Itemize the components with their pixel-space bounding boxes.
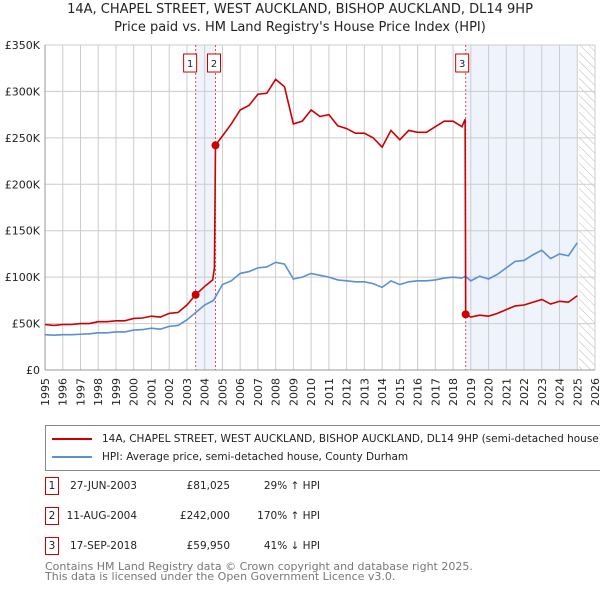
x-tick-label: 2021 [500, 378, 513, 406]
sale-price: £242,000 [179, 510, 230, 522]
sale-badge-label: 2 [211, 59, 217, 70]
x-tick-label: 2014 [376, 378, 389, 406]
x-tick-label: 2023 [536, 378, 549, 406]
x-tick-label: 2025 [571, 378, 584, 406]
x-tick-label: 2011 [323, 378, 336, 406]
x-tick-label: 2001 [145, 378, 158, 406]
y-tick-label: £300K [5, 85, 41, 98]
x-tick-label: 1997 [74, 378, 87, 406]
x-tick-label: 1996 [57, 378, 70, 406]
legend-item-property: 14A, CHAPEL STREET, WEST AUCKLAND, BISHO… [52, 431, 600, 447]
x-tick-label: 2019 [465, 378, 478, 406]
sale-hpi-diff: 41% ↓ HPI [263, 540, 320, 552]
legend: 14A, CHAPEL STREET, WEST AUCKLAND, BISHO… [45, 425, 600, 471]
y-tick-label: £100K [5, 271, 41, 284]
y-tick-label: £200K [5, 178, 41, 191]
future-hatch [579, 45, 595, 370]
footer-copyright: Contains HM Land Registry data © Crown c… [45, 560, 473, 573]
sale-price: £81,025 [186, 480, 230, 492]
footer-licence: This data is licensed under the Open Gov… [45, 570, 396, 583]
chart-subtitle: Price paid vs. HM Land Registry's House … [114, 20, 486, 35]
sale-badge: 3 [45, 537, 59, 555]
x-tick-label: 2012 [341, 378, 354, 406]
x-tick-label: 2005 [216, 378, 229, 406]
x-tick-label: 1998 [92, 378, 105, 406]
sale-badge: 1 [45, 477, 59, 495]
x-tick-label: 2016 [412, 378, 425, 406]
sale-badge-box [183, 53, 198, 73]
sale-badge: 2 [45, 507, 59, 525]
y-tick-label: £350K [5, 39, 41, 52]
x-tick-label: 1999 [110, 378, 123, 406]
x-tick-label: 1995 [39, 378, 52, 406]
y-tick-label: £50K [12, 318, 41, 331]
x-tick-label: 2026 [589, 378, 600, 406]
sale-point [461, 310, 470, 319]
sale-hpi-diff: 170% ↑ HPI [257, 510, 320, 522]
x-tick-label: 2004 [199, 378, 212, 406]
legend-label-property: 14A, CHAPEL STREET, WEST AUCKLAND, BISHO… [102, 433, 600, 445]
x-tick-label: 2024 [554, 378, 567, 406]
legend-label-hpi: HPI: Average price, semi-detached house,… [102, 451, 409, 463]
legend-item-hpi: HPI: Average price, semi-detached house,… [52, 449, 408, 465]
x-tick-label: 2020 [483, 378, 496, 406]
y-tick-label: £250K [5, 132, 41, 145]
plot-area: 1995 1996 1997 1998 1999 2000 2001 2002 2003 2004… [5, 39, 600, 406]
y-tick-label: £0 [26, 364, 40, 377]
sale-badge-box [207, 53, 221, 73]
property-price-line [44, 78, 578, 327]
x-tick-label: 2015 [394, 378, 407, 406]
x-tick-label: 2017 [429, 378, 442, 406]
sale-date: 11-AUG-2004 [66, 510, 137, 522]
x-tick-label: 2009 [287, 378, 300, 406]
x-tick-label: 2013 [358, 378, 371, 406]
shaded-period [465, 45, 578, 370]
sale-badge-label: 1 [187, 59, 193, 70]
x-tick-label: 2000 [128, 378, 141, 406]
y-tick-label: £150K [5, 225, 41, 238]
shaded-period [195, 45, 216, 370]
chart-title: 14A, CHAPEL STREET, WEST AUCKLAND, BISHO… [67, 2, 533, 17]
sale-badge-label: 3 [459, 59, 465, 70]
sale-point [191, 290, 200, 299]
x-tick-label: 2002 [163, 378, 176, 406]
hpi-line [44, 242, 578, 336]
x-tick-label: 2006 [234, 378, 247, 406]
sale-point [211, 141, 220, 150]
sale-price: £59,950 [186, 540, 230, 552]
legend-swatch-property [52, 438, 92, 440]
sale-badge-box [455, 53, 470, 73]
x-tick-label: 2022 [518, 378, 531, 406]
x-tick-label: 2007 [252, 378, 265, 406]
x-tick-label: 2003 [181, 378, 194, 406]
x-tick-label: 2018 [447, 378, 460, 406]
sale-hpi-diff: 29% ↑ HPI [263, 480, 320, 492]
legend-swatch-hpi [52, 456, 92, 458]
x-tick-label: 2010 [305, 378, 318, 406]
sale-date: 17-SEP-2018 [69, 540, 137, 552]
sale-date: 27-JUN-2003 [70, 480, 137, 492]
x-tick-label: 2008 [270, 378, 283, 406]
